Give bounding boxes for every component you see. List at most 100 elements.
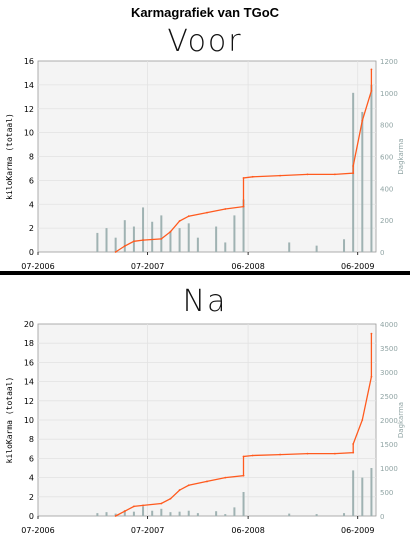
y-tick-label: 2 (29, 224, 34, 233)
y-tick-label: 6 (29, 454, 34, 463)
x-tick-label: 06-2008 (231, 526, 264, 535)
y-tick-label: 16 (24, 57, 34, 66)
y-tick-label: 12 (24, 105, 34, 114)
y-tick-label: 14 (24, 378, 34, 387)
total-karma-point (361, 119, 364, 122)
y2-tick-label: 3000 (380, 369, 398, 377)
y-tick-label: 18 (24, 339, 34, 348)
daily-karma-bar (114, 237, 117, 252)
daily-karma-bar (105, 512, 108, 516)
daily-karma-bar (196, 513, 199, 516)
x-tick-label: 07-2007 (131, 262, 164, 271)
total-karma-point (352, 172, 355, 175)
y-tick-label: 2 (29, 493, 34, 502)
x-tick-label: 07-2006 (21, 262, 54, 271)
total-karma-point (224, 476, 227, 479)
total-karma-point (242, 177, 245, 179)
total-karma-point (370, 375, 373, 378)
total-karma-point (187, 215, 190, 218)
daily-karma-bar (142, 506, 145, 516)
total-karma-point (114, 515, 117, 517)
daily-karma-bar (242, 199, 245, 252)
x-tick-label: 07-2006 (21, 526, 54, 535)
y2-tick-label: 2000 (380, 417, 398, 425)
daily-karma-bar (370, 468, 373, 516)
total-karma-point (142, 239, 144, 241)
daily-karma-bar (123, 510, 126, 516)
daily-karma-bar (242, 492, 245, 516)
total-karma-point (370, 68, 373, 71)
total-karma-point (123, 510, 126, 513)
daily-karma-bar (151, 510, 154, 516)
daily-karma-bar (233, 215, 236, 252)
daily-karma-bar (142, 207, 145, 252)
daily-karma-bar (315, 514, 318, 516)
daily-karma-bar (288, 242, 291, 252)
y-tick-label: 8 (29, 435, 34, 444)
y-tick-label: 12 (24, 397, 34, 406)
y2-tick-label: 1500 (380, 441, 398, 449)
y-tick-label: 16 (24, 358, 34, 367)
total-karma-point (123, 245, 126, 247)
y-tick-label: 8 (29, 153, 34, 162)
y-tick-label: 6 (29, 176, 34, 185)
daily-karma-bar (224, 242, 227, 252)
y2-tick-label: 4000 (380, 321, 398, 329)
total-karma-point (333, 173, 336, 176)
daily-karma-bar (352, 470, 355, 516)
daily-karma-bar (288, 513, 291, 516)
page-title: Karmagrafiek van TGoC (130, 5, 280, 20)
daily-karma-bar (132, 511, 135, 516)
daily-karma-bar (151, 221, 154, 252)
total-karma-point (178, 220, 181, 222)
total-karma-point (206, 211, 208, 214)
y2-tick-label: 2500 (380, 393, 398, 401)
chart-heading-before: Voor (167, 24, 243, 59)
y2-tick-label: 3500 (380, 345, 398, 353)
daily-karma-bar (343, 513, 346, 516)
total-karma-point (279, 174, 281, 177)
total-karma-point (169, 230, 172, 233)
y-tick-label: 10 (24, 416, 34, 425)
total-karma-point (251, 175, 254, 178)
y-axis-label: kiloKarma (totaal) (5, 377, 14, 464)
total-karma-point (242, 205, 245, 208)
daily-karma-bar (370, 84, 373, 252)
daily-karma-bar (361, 477, 364, 516)
y2-tick-label: 1000 (380, 465, 398, 473)
y2-tick-label: 0 (380, 513, 384, 521)
y2-tick-label: 400 (380, 185, 393, 193)
y2-tick-label: 1000 (380, 90, 398, 98)
daily-karma-bar (105, 228, 108, 252)
total-karma-point (178, 489, 181, 491)
total-karma-point (251, 454, 254, 457)
y-tick-label: 4 (29, 474, 34, 483)
y-tick-label: 4 (29, 200, 34, 209)
total-karma-point (160, 502, 163, 505)
daily-karma-bar (187, 223, 190, 252)
daily-karma-bar (132, 226, 135, 252)
total-karma-point (333, 452, 336, 455)
daily-karma-bar (178, 511, 181, 516)
y-tick-label: 0 (29, 512, 34, 521)
y2-axis-label: Dagkarma (397, 138, 405, 174)
total-karma-point (133, 240, 135, 243)
y-tick-label: 20 (24, 320, 34, 329)
total-karma-point (114, 251, 117, 253)
x-tick-label: 06-2009 (341, 262, 374, 271)
y-tick-label: 14 (24, 81, 34, 90)
total-karma-point (352, 451, 355, 454)
daily-karma-bar (215, 226, 218, 252)
daily-karma-bar (160, 215, 163, 252)
daily-karma-bar (215, 511, 218, 516)
daily-karma-bar (233, 507, 236, 516)
total-karma-point (352, 165, 355, 167)
total-karma-point (160, 237, 163, 240)
total-karma-point (306, 452, 309, 455)
daily-karma-bar (160, 508, 163, 516)
daily-karma-bar (169, 231, 172, 252)
y2-axis-label: Dagkarma (397, 402, 405, 438)
total-karma-point (133, 505, 135, 508)
y2-tick-label: 500 (380, 489, 393, 497)
daily-karma-bar (114, 513, 117, 516)
